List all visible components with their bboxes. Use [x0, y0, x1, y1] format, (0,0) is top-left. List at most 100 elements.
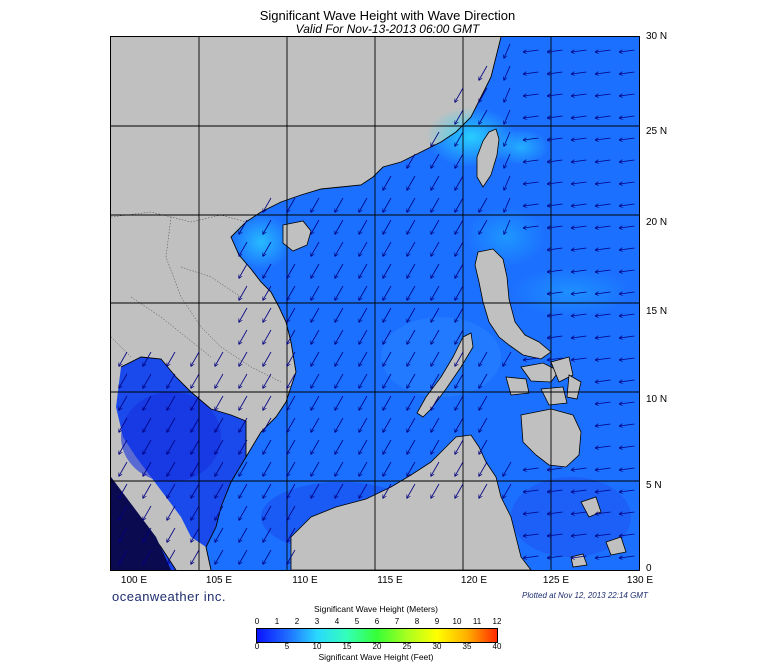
- wave-direction-arrow: [431, 219, 440, 234]
- wave-direction-arrow: [455, 439, 464, 454]
- wave-direction-arrow: [407, 241, 416, 256]
- legend-feet-tick: 15: [342, 642, 352, 651]
- wave-direction-arrow: [239, 461, 248, 476]
- wave-direction-arrow: [167, 351, 176, 366]
- wave-direction-arrow: [620, 402, 635, 404]
- legend-meter-tick: 12: [492, 617, 502, 626]
- wave-direction-arrow: [524, 204, 539, 206]
- wave-direction-arrow: [143, 395, 152, 410]
- wave-direction-arrow: [572, 50, 587, 52]
- wave-direction-arrow: [504, 197, 511, 212]
- wave-direction-arrow: [596, 160, 611, 162]
- wave-direction-arrow: [620, 72, 635, 74]
- wave-direction-arrow: [504, 219, 511, 234]
- wave-direction-arrow: [504, 175, 511, 190]
- legend-feet-tick: 5: [284, 642, 290, 651]
- wave-direction-arrow: [287, 285, 296, 300]
- wave-direction-arrow: [479, 373, 488, 388]
- wave-height-colorbar: [256, 628, 498, 643]
- wave-direction-arrow: [239, 417, 248, 432]
- lat-label-25n: 25 N: [646, 126, 668, 137]
- wave-direction-arrow: [620, 248, 635, 250]
- wave-direction-arrow: [263, 219, 272, 234]
- wave-direction-arrow: [548, 314, 563, 316]
- wave-direction-arrow: [239, 373, 248, 388]
- lat-label-0: 0: [646, 563, 652, 574]
- plotted-timestamp: Plotted at Nov 12, 2013 22:14 GMT: [522, 591, 648, 600]
- lat-label-30n: 30 N: [646, 31, 668, 42]
- wave-direction-arrow: [524, 226, 539, 228]
- wave-direction-arrow: [596, 314, 611, 316]
- islands-layer: [282, 128, 627, 570]
- grid-lines: [111, 37, 639, 570]
- legend-feet-tick: 0: [254, 642, 260, 651]
- wave-direction-arrow: [407, 351, 416, 366]
- wave-direction-arrow: [596, 50, 611, 52]
- wave-direction-arrow: [119, 505, 128, 520]
- wave-direction-arrow: [524, 138, 539, 140]
- wave-direction-arrow: [383, 439, 392, 454]
- wave-direction-arrow: [119, 483, 128, 498]
- wave-direction-vectors: [119, 43, 635, 564]
- wave-direction-arrow: [572, 358, 587, 360]
- wave-direction-arrow: [383, 175, 392, 190]
- wave-direction-arrow: [335, 329, 344, 344]
- wave-direction-arrow: [143, 373, 152, 388]
- wave-direction-arrow: [383, 351, 392, 366]
- wave-direction-arrow: [596, 380, 611, 382]
- wave-direction-arrow: [572, 270, 587, 272]
- wave-direction-arrow: [191, 505, 200, 520]
- wave-direction-arrow: [263, 483, 272, 498]
- wave-direction-arrow: [167, 527, 176, 542]
- wave-direction-arrow: [167, 439, 176, 454]
- wave-direction-arrow: [479, 197, 488, 212]
- wave-direction-arrow: [311, 373, 320, 388]
- wave-direction-arrow: [524, 116, 539, 118]
- wave-direction-arrow: [359, 417, 368, 432]
- lon-label-100e: 100 E: [120, 575, 148, 586]
- wave-direction-arrow: [455, 175, 464, 190]
- wave-direction-arrow: [407, 175, 416, 190]
- wave-direction-arrow: [239, 439, 248, 454]
- wave-direction-arrow: [479, 439, 488, 454]
- wave-direction-arrow: [167, 395, 176, 410]
- wave-direction-arrow: [455, 307, 464, 322]
- wave-direction-arrow: [359, 483, 368, 498]
- wave-direction-arrow: [287, 351, 296, 366]
- wave-direction-arrow: [383, 461, 392, 476]
- wave-direction-arrow: [431, 329, 440, 344]
- wave-direction-arrow: [503, 483, 512, 498]
- legend-feet-tick: 25: [402, 642, 412, 651]
- wave-direction-arrow: [143, 417, 152, 432]
- wave-direction-arrow: [239, 395, 248, 410]
- wave-direction-arrow: [620, 446, 635, 448]
- sumatra-shadow: [111, 477, 171, 570]
- wave-direction-arrow: [524, 72, 539, 74]
- wave-direction-arrow: [572, 490, 587, 492]
- wave-direction-arrow: [167, 549, 176, 564]
- wave-direction-arrow: [596, 468, 611, 470]
- wave-direction-arrow: [287, 263, 296, 278]
- wave-direction-arrow: [479, 219, 488, 234]
- wave-direction-arrow: [431, 417, 440, 432]
- wave-direction-arrow: [548, 490, 563, 492]
- wave-direction-arrow: [407, 329, 416, 344]
- wave-direction-arrow: [335, 197, 344, 212]
- wave-direction-arrow: [620, 512, 635, 514]
- wave-direction-arrow: [455, 263, 464, 278]
- wave-direction-arrow: [287, 483, 296, 498]
- wave-direction-arrow: [479, 65, 488, 80]
- legend-feet-tick: 40: [492, 642, 502, 651]
- wave-direction-arrow: [548, 138, 563, 140]
- wave-direction-arrow: [548, 72, 563, 74]
- wave-direction-arrow: [548, 94, 563, 96]
- wave-direction-arrow: [548, 292, 563, 294]
- wave-direction-arrow: [431, 175, 440, 190]
- wave-direction-arrow: [119, 417, 128, 432]
- wave-direction-arrow: [191, 461, 200, 476]
- wave-direction-arrow: [431, 131, 440, 146]
- wave-direction-arrow: [596, 94, 611, 96]
- wave-direction-arrow: [407, 285, 416, 300]
- wave-map[interactable]: [110, 36, 640, 571]
- wave-direction-arrow: [167, 417, 176, 432]
